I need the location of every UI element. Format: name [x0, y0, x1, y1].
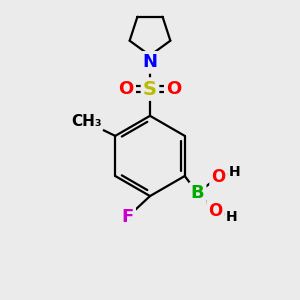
Text: O: O: [166, 80, 182, 98]
Text: S: S: [143, 80, 157, 99]
Text: H: H: [226, 210, 238, 224]
Text: N: N: [142, 53, 158, 71]
Text: H: H: [229, 165, 241, 179]
Text: O: O: [208, 202, 223, 220]
Text: O: O: [211, 168, 226, 186]
Text: B: B: [191, 184, 204, 202]
Text: F: F: [122, 208, 134, 226]
Text: CH₃: CH₃: [71, 114, 101, 129]
Text: O: O: [118, 80, 134, 98]
Text: N: N: [142, 53, 158, 71]
